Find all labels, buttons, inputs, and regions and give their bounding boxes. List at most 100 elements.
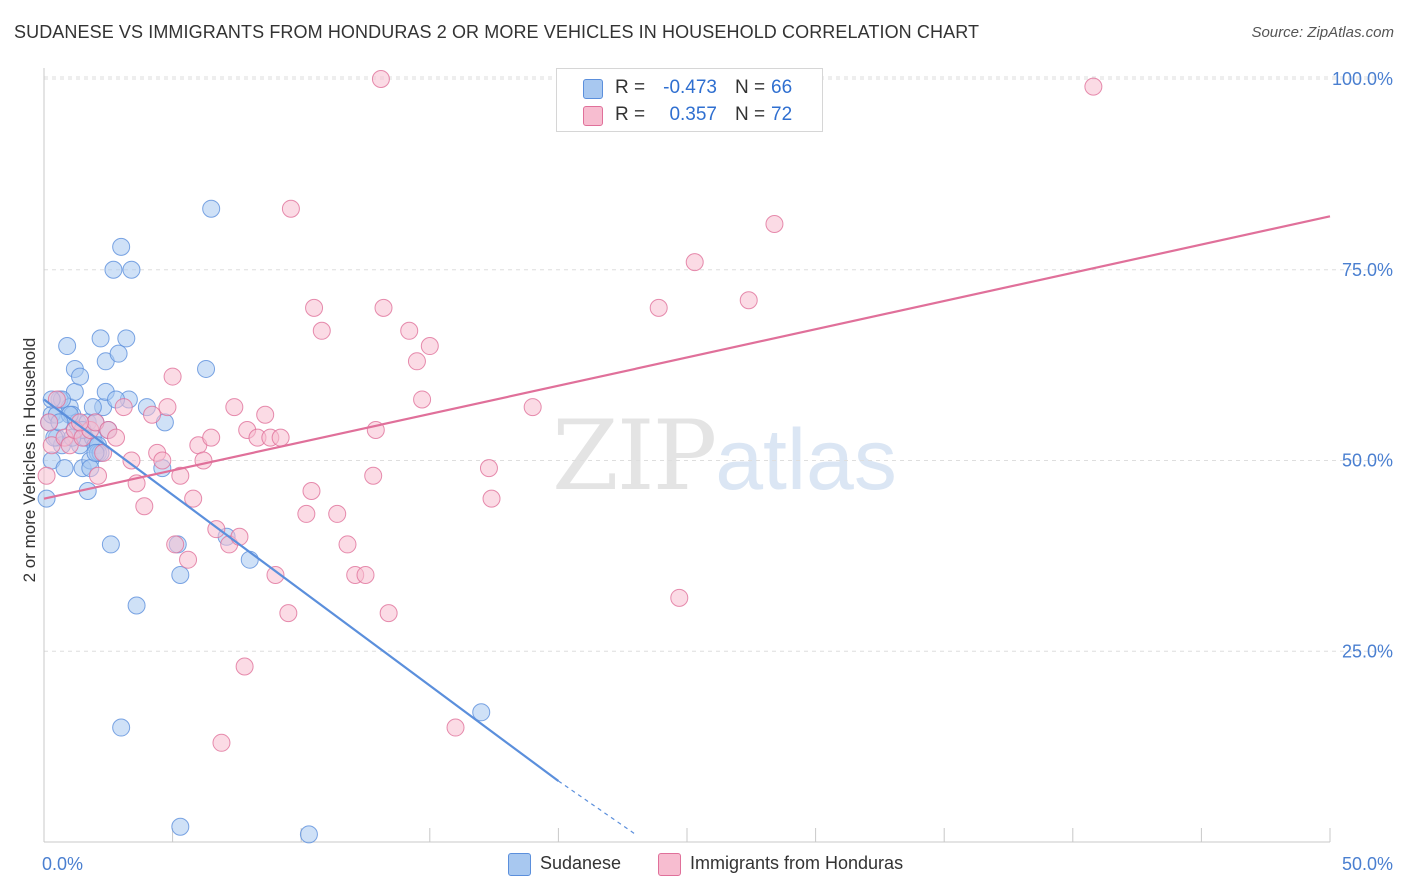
point-honduras bbox=[153, 451, 172, 470]
point-honduras bbox=[312, 321, 331, 340]
point-sudanese bbox=[101, 535, 120, 554]
point-honduras bbox=[114, 398, 133, 417]
point-honduras bbox=[184, 489, 203, 508]
point-honduras bbox=[230, 527, 249, 546]
point-honduras bbox=[163, 367, 182, 386]
point-sudanese bbox=[58, 337, 77, 356]
axes bbox=[43, 68, 1331, 843]
watermark: ZIPatlas bbox=[552, 400, 897, 512]
point-honduras bbox=[765, 214, 784, 233]
point-honduras bbox=[420, 337, 439, 356]
point-honduras bbox=[302, 482, 321, 501]
point-honduras bbox=[649, 298, 668, 317]
chart-title: SUDANESE VS IMMIGRANTS FROM HONDURAS 2 O… bbox=[14, 22, 980, 42]
point-honduras bbox=[279, 604, 298, 623]
point-honduras bbox=[338, 535, 357, 554]
point-sudanese bbox=[472, 703, 491, 722]
point-honduras bbox=[166, 535, 185, 554]
stats-swatch-sudanese bbox=[583, 79, 603, 99]
point-sudanese bbox=[112, 718, 131, 737]
point-sudanese bbox=[55, 459, 74, 478]
point-honduras bbox=[281, 199, 300, 218]
legend-label-honduras: Immigrants from Honduras bbox=[690, 853, 904, 873]
point-honduras bbox=[71, 413, 90, 432]
point-honduras bbox=[371, 70, 390, 88]
stats-swatch-honduras bbox=[583, 106, 603, 126]
point-honduras bbox=[374, 298, 393, 317]
stats-row-honduras: R = 0.357 N = 72 bbox=[557, 103, 822, 129]
watermark-zip: ZIP bbox=[552, 400, 717, 512]
point-honduras bbox=[328, 504, 347, 523]
stats-r-label: R = bbox=[615, 77, 646, 98]
point-sudanese bbox=[83, 398, 102, 417]
tick-labels: 25.0% 50.0% 75.0% 100.0% 0.0% 50.0% bbox=[42, 69, 1393, 874]
point-honduras bbox=[407, 352, 426, 371]
point-honduras bbox=[379, 604, 398, 623]
source-label: Source: ZipAtlas.com bbox=[1251, 24, 1394, 41]
point-honduras bbox=[171, 466, 190, 485]
point-honduras bbox=[158, 398, 177, 417]
point-sudanese bbox=[122, 260, 141, 279]
point-honduras bbox=[739, 291, 758, 310]
point-honduras bbox=[400, 321, 419, 340]
point-honduras bbox=[194, 451, 213, 470]
point-honduras bbox=[685, 253, 704, 272]
trend-line-sudanese bbox=[43, 398, 560, 782]
stats-n-label: N = bbox=[735, 104, 766, 125]
point-honduras bbox=[135, 497, 154, 516]
data-points bbox=[37, 70, 1103, 844]
point-honduras bbox=[40, 413, 59, 432]
stats-n-value: 72 bbox=[771, 104, 793, 125]
point-honduras bbox=[297, 504, 316, 523]
point-honduras bbox=[37, 466, 56, 485]
point-sudanese bbox=[171, 817, 190, 836]
point-honduras bbox=[364, 466, 383, 485]
legend-swatch-honduras bbox=[658, 853, 681, 876]
stats-r-value: 0.357 bbox=[669, 104, 717, 125]
stats-box: R = -0.473 N = 66 R = 0.357 N = 72 bbox=[556, 68, 823, 132]
stats-n-label: N = bbox=[735, 77, 766, 98]
point-honduras bbox=[225, 398, 244, 417]
point-honduras bbox=[479, 459, 498, 478]
stats-n-value: 66 bbox=[771, 77, 793, 98]
point-honduras bbox=[271, 428, 290, 447]
point-honduras bbox=[122, 451, 141, 470]
point-honduras bbox=[446, 718, 465, 737]
point-honduras bbox=[256, 405, 275, 424]
point-sudanese bbox=[117, 329, 136, 348]
point-honduras bbox=[235, 657, 254, 676]
trend-line-sudanese-extension bbox=[558, 780, 636, 835]
y-tick-label: 50.0% bbox=[1342, 451, 1393, 471]
point-honduras bbox=[482, 489, 501, 508]
point-honduras bbox=[523, 398, 542, 417]
point-sudanese bbox=[202, 199, 221, 218]
trend-line-honduras bbox=[43, 215, 1331, 500]
stats-r-label: R = bbox=[615, 104, 646, 125]
point-sudanese bbox=[112, 237, 131, 256]
y-tick-label: 25.0% bbox=[1342, 641, 1393, 661]
x-tick-label: 0.0% bbox=[42, 854, 83, 874]
point-sudanese bbox=[240, 550, 259, 569]
point-honduras bbox=[305, 298, 324, 317]
point-sudanese bbox=[171, 565, 190, 584]
point-honduras bbox=[266, 565, 285, 584]
point-honduras bbox=[202, 428, 221, 447]
y-tick-label: 100.0% bbox=[1332, 69, 1393, 89]
point-honduras bbox=[89, 466, 108, 485]
point-sudanese bbox=[299, 825, 318, 844]
stats-r-value: -0.473 bbox=[663, 77, 717, 98]
stats-row-sudanese: R = -0.473 N = 66 bbox=[557, 76, 822, 102]
trend-lines bbox=[43, 215, 1331, 835]
legend-label-sudanese: Sudanese bbox=[540, 853, 622, 873]
point-honduras bbox=[179, 550, 198, 569]
point-sudanese bbox=[109, 344, 128, 363]
point-honduras bbox=[143, 405, 162, 424]
point-honduras bbox=[413, 390, 432, 409]
point-sudanese bbox=[91, 329, 110, 348]
legend-swatch-sudanese bbox=[508, 853, 531, 876]
point-sudanese bbox=[197, 359, 216, 378]
point-honduras bbox=[670, 588, 689, 607]
point-sudanese bbox=[71, 367, 90, 386]
point-sudanese bbox=[127, 596, 146, 615]
